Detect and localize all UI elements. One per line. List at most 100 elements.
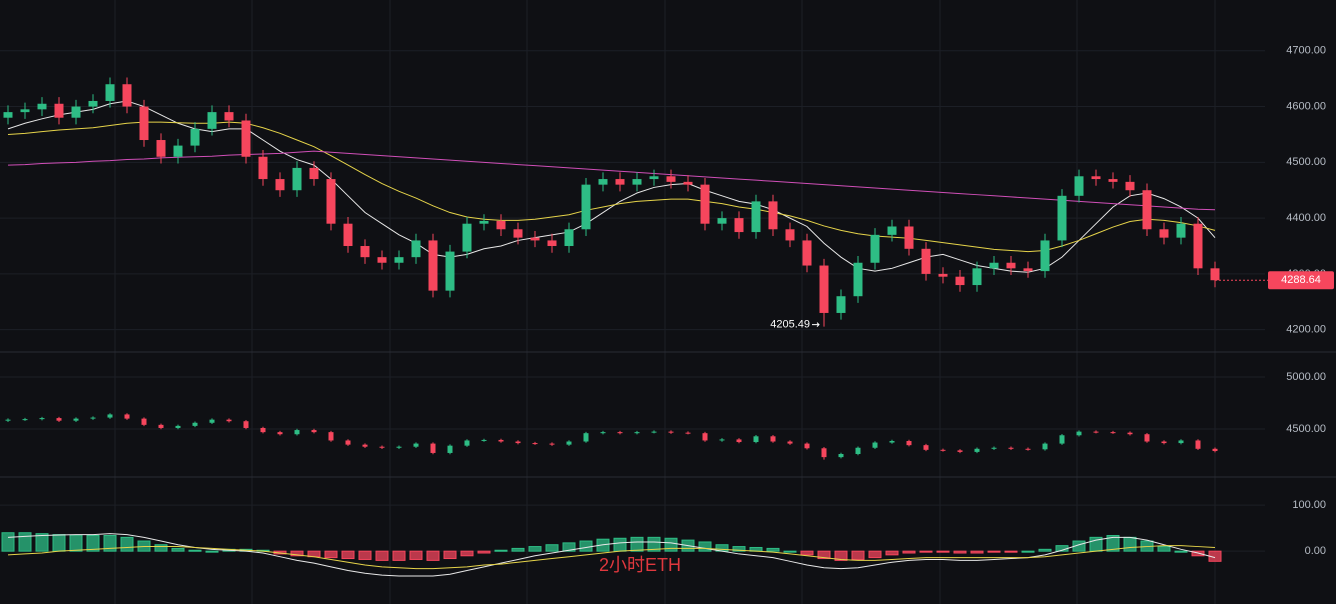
candle-body [906, 440, 912, 446]
candle-body [904, 226, 914, 249]
candle-body [226, 419, 232, 422]
macd-bar [545, 544, 559, 552]
candle-body [54, 103, 64, 118]
macd-bar [1123, 536, 1137, 552]
macd-bar [358, 550, 372, 560]
candle-body [326, 179, 336, 224]
candle-body [683, 181, 693, 185]
macd-bar [783, 550, 797, 553]
macd-bar [477, 550, 491, 554]
macd-bar [1, 532, 15, 552]
macd-bar [460, 550, 474, 557]
y-tick-label: 0.00 [1305, 545, 1326, 557]
candle-body [940, 449, 946, 451]
candle-body [632, 179, 642, 185]
macd-bar [375, 550, 389, 561]
candle-body [377, 257, 387, 263]
candle-body [649, 176, 659, 180]
macd-bar [664, 537, 678, 552]
y-tick-label: 4600.00 [1286, 100, 1326, 112]
candle-body [785, 229, 795, 241]
candle-body [190, 128, 200, 146]
candle-body [717, 218, 727, 224]
candle-body [175, 425, 181, 428]
macd-bar [120, 536, 134, 552]
candle-body [345, 440, 351, 445]
candle-body [532, 443, 538, 445]
candle-body [277, 432, 283, 435]
candle-body [1176, 223, 1186, 238]
candle-body [838, 453, 844, 458]
candle-body [243, 421, 249, 428]
candle-body [311, 430, 317, 433]
macd-bar [171, 547, 185, 552]
candle-body [1008, 447, 1014, 449]
macd-bar [18, 532, 32, 552]
candle-body [768, 201, 778, 230]
candle-body [836, 296, 846, 313]
candle-body [515, 441, 521, 444]
candle-body [496, 220, 506, 230]
candle-body [275, 179, 285, 191]
candle-body [1195, 440, 1201, 449]
macd-bar [868, 550, 882, 559]
candle-body [294, 430, 300, 435]
candle-body [821, 448, 827, 458]
macd-bar [1038, 548, 1052, 552]
candle-body [921, 248, 931, 274]
indicator-line [7, 533, 1216, 577]
macd-bar [290, 550, 304, 557]
candle-body [651, 431, 657, 433]
macd-bar [885, 550, 899, 556]
y-tick-label: 4400.00 [1286, 212, 1326, 224]
candle-body [530, 237, 540, 241]
candle-body [73, 418, 79, 421]
macd-bar [1004, 550, 1018, 553]
candle-body [328, 432, 334, 441]
candle-body [105, 84, 115, 101]
candle-body [1108, 179, 1118, 182]
candle-body [887, 226, 897, 235]
macd-bar [86, 535, 100, 552]
candle-body [394, 257, 404, 263]
candle-body [1074, 176, 1084, 196]
y-tick-label: 4700.00 [1286, 45, 1326, 57]
candle-body [1076, 431, 1082, 436]
candle-body [615, 179, 625, 185]
indicator-line [7, 100, 1216, 273]
candle-body [1210, 268, 1220, 281]
candle-body [668, 431, 674, 433]
macd-bar [1072, 540, 1086, 552]
candle-body [209, 419, 215, 423]
candle-body [804, 443, 810, 449]
candle-body [141, 418, 147, 425]
candle-body [71, 106, 81, 118]
macd-bar [52, 534, 66, 552]
y-tick-label: 4200.00 [1286, 324, 1326, 336]
candle-body [923, 445, 929, 450]
macd-bar [953, 550, 967, 554]
candle-body [498, 439, 504, 442]
macd-bar [851, 550, 865, 560]
macd-bar [647, 536, 661, 552]
y-tick-label: 100.00 [1292, 499, 1326, 511]
macd-bar [443, 550, 457, 560]
candle-body [600, 432, 606, 434]
macd-bar [426, 550, 440, 561]
candle-body [343, 223, 353, 247]
candle-body [1193, 223, 1203, 269]
low-annotation: 4205.49 [770, 319, 810, 331]
candle-body [700, 184, 710, 224]
macd-bar [579, 540, 593, 552]
candle-body [260, 427, 266, 433]
macd-bar [698, 541, 712, 552]
candle-body [122, 84, 132, 107]
candle-body [88, 100, 98, 107]
macd-bar [69, 534, 83, 552]
macd-bar [800, 550, 814, 556]
annotation-arrow [812, 322, 820, 327]
macd-bar [902, 550, 916, 554]
macd-bar [613, 537, 627, 552]
